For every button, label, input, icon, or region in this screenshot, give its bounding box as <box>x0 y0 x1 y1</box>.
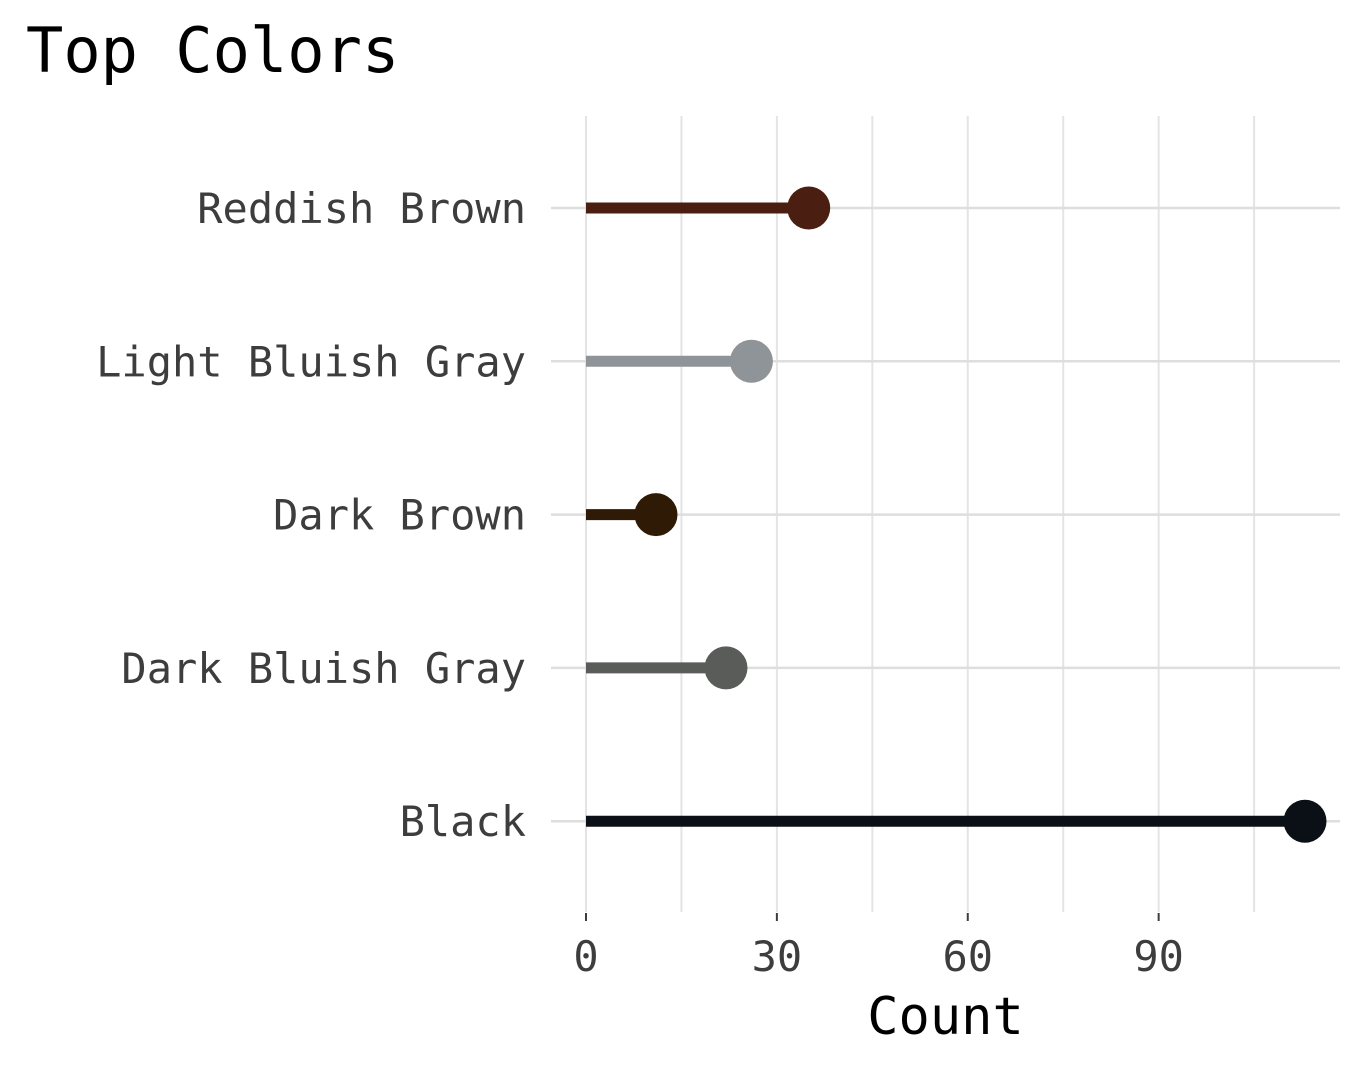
lollipop-dot <box>634 493 678 537</box>
y-tick-label: Black <box>400 797 526 846</box>
lollipop-dot <box>704 646 748 690</box>
lollipop-marks <box>585 186 1327 843</box>
y-tick-label: Light Bluish Gray <box>96 337 526 386</box>
lollipop-dot <box>1283 799 1327 843</box>
x-tick-label: 60 <box>942 932 993 981</box>
x-tick-label: 90 <box>1133 932 1184 981</box>
x-tick-label: 30 <box>752 932 803 981</box>
x-axis-labels: 0 30 60 90 <box>573 913 1184 981</box>
chart-title: Top Colors <box>26 14 400 87</box>
lollipop-dot <box>729 339 773 383</box>
x-axis-title: Count <box>867 987 1024 1047</box>
y-axis-labels: Reddish Brown Light Bluish Gray Dark Brown… <box>96 184 526 846</box>
x-tick-label: 0 <box>573 932 598 981</box>
y-tick-label: Reddish Brown <box>197 184 526 233</box>
y-tick-label: Dark Bluish Gray <box>121 644 526 693</box>
y-tick-label: Dark Brown <box>273 491 526 540</box>
lollipop-dot <box>787 186 831 230</box>
